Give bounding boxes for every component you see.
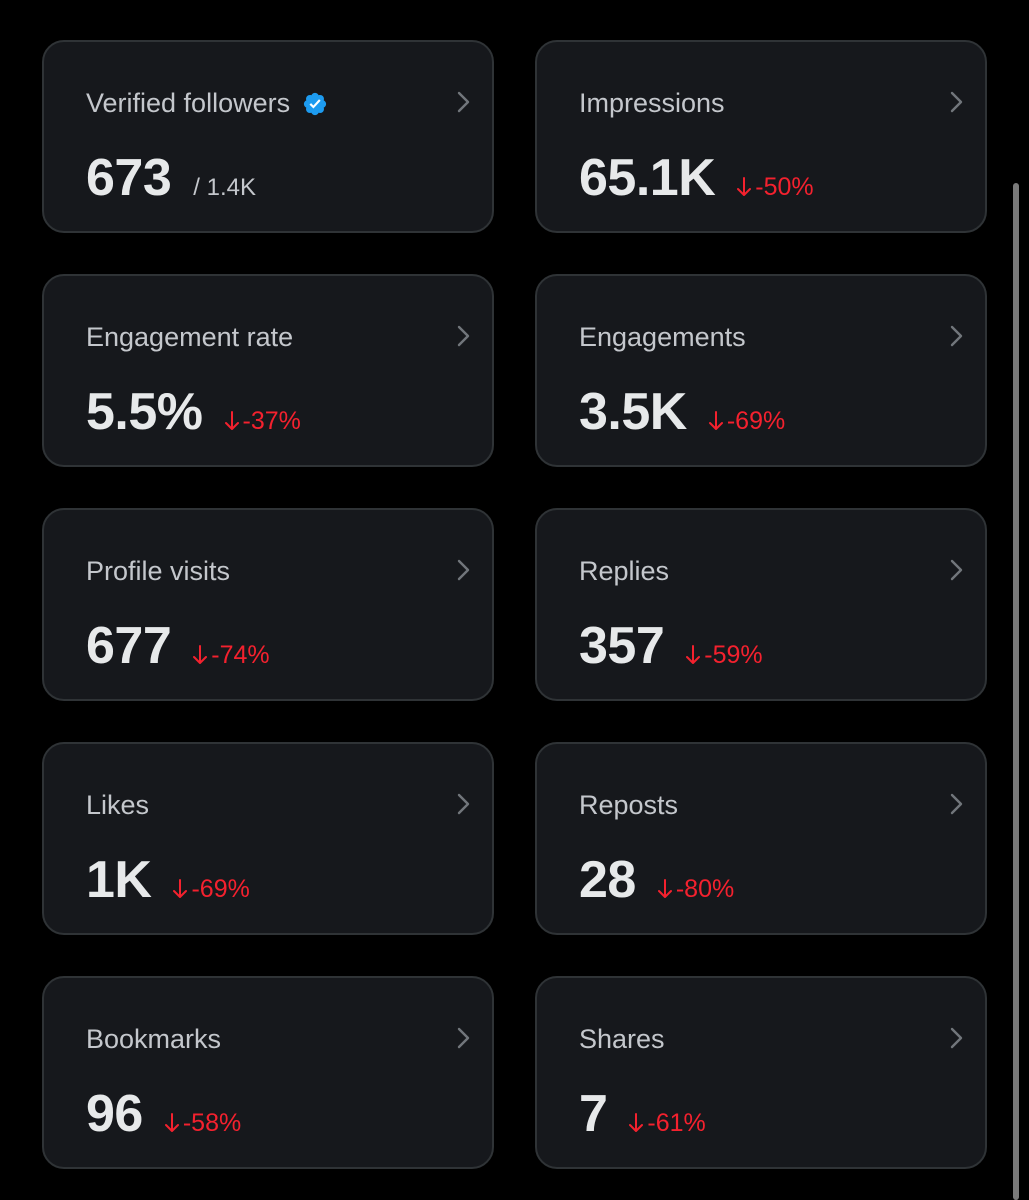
metric-title-row: Verified followers	[86, 88, 328, 119]
metric-title: Shares	[579, 1024, 665, 1054]
metric-title-row: Engagement rate	[86, 322, 293, 353]
metric-card-bookmarks[interactable]: Bookmarks 96 -58%	[42, 976, 494, 1169]
chevron-right-icon	[457, 793, 470, 815]
metric-title: Engagements	[579, 322, 746, 352]
metric-delta-value: -74%	[211, 641, 270, 669]
metric-total: / 1.4K	[193, 174, 256, 201]
metric-title: Engagement rate	[86, 322, 294, 352]
metric-delta: -50%	[737, 173, 814, 202]
metric-title: Reposts	[579, 790, 679, 820]
metric-delta: -58%	[164, 1109, 242, 1138]
metric-card-likes[interactable]: Likes 1K -69%	[42, 742, 494, 935]
chevron-right-icon	[950, 91, 963, 113]
scrollbar[interactable]	[1013, 183, 1019, 1200]
chevron-right-icon	[950, 325, 963, 347]
metric-delta-value: -59%	[704, 641, 763, 669]
metric-title-row: Reposts	[579, 790, 678, 821]
metric-delta: -61%	[629, 1109, 706, 1138]
metric-value-row: 677 -74%	[86, 616, 270, 676]
metric-value: 7	[579, 1085, 608, 1143]
metric-delta: -69%	[708, 407, 786, 436]
metric-delta-value: -50%	[755, 173, 814, 201]
metric-delta-value: -58%	[182, 1109, 242, 1137]
metric-delta: -59%	[686, 641, 763, 670]
metric-title-row: Replies	[579, 556, 669, 587]
metric-title: Likes	[86, 790, 150, 820]
metric-value-row: 1K -69%	[86, 850, 250, 910]
arrow-down-icon	[708, 411, 723, 430]
metric-title-row: Bookmarks	[86, 1024, 221, 1055]
metric-value: 1K	[86, 851, 152, 909]
arrow-down-icon	[657, 879, 672, 898]
metric-title-row: Engagements	[579, 322, 746, 353]
metric-title: Profile visits	[86, 556, 231, 586]
metric-delta-value: -69%	[726, 407, 786, 435]
metric-delta: -69%	[173, 875, 250, 904]
chevron-right-icon	[457, 91, 470, 113]
metric-card-verified-followers[interactable]: Verified followers 673 / 1.4K	[42, 40, 494, 233]
metric-delta: -80%	[657, 875, 735, 904]
metric-delta: -37%	[224, 407, 301, 436]
metric-delta-value: -37%	[242, 407, 301, 435]
metric-title-row: Impressions	[579, 88, 725, 119]
metric-title-row: Profile visits	[86, 556, 230, 587]
metric-card-profile-visits[interactable]: Profile visits 677 -74%	[42, 508, 494, 701]
metric-delta-value: -80%	[675, 875, 735, 903]
metric-title: Impressions	[579, 88, 725, 118]
metric-value: 28	[579, 851, 636, 909]
arrow-down-icon	[224, 411, 239, 430]
metric-value-row: 673 / 1.4K	[86, 148, 256, 208]
metric-card-shares[interactable]: Shares 7 -61%	[535, 976, 987, 1169]
metric-value: 65.1K	[579, 149, 716, 207]
chevron-right-icon	[950, 559, 963, 581]
arrow-down-icon	[193, 645, 208, 664]
metric-value: 5.5%	[86, 383, 203, 441]
metric-value-row: 96 -58%	[86, 1084, 241, 1144]
arrow-down-icon	[686, 645, 701, 664]
metric-value: 357	[579, 617, 665, 675]
metric-delta-value: -61%	[647, 1109, 706, 1137]
arrow-down-icon	[737, 177, 752, 196]
metric-card-engagement-rate[interactable]: Engagement rate 5.5% -37%	[42, 274, 494, 467]
chevron-right-icon	[457, 559, 470, 581]
verified-badge-icon	[302, 91, 328, 117]
chevron-right-icon	[950, 793, 963, 815]
chevron-right-icon	[457, 325, 470, 347]
metric-title: Replies	[579, 556, 670, 586]
metric-delta: -74%	[193, 641, 270, 670]
arrow-down-icon	[629, 1113, 644, 1132]
metric-card-engagements[interactable]: Engagements 3.5K -69%	[535, 274, 987, 467]
metric-value: 3.5K	[579, 383, 687, 441]
metric-value-row: 3.5K -69%	[579, 382, 785, 442]
metric-card-impressions[interactable]: Impressions 65.1K -50%	[535, 40, 987, 233]
metric-value-row: 28 -80%	[579, 850, 734, 910]
metric-title: Verified followers	[86, 88, 291, 118]
metric-value-row: 7 -61%	[579, 1084, 706, 1144]
arrow-down-icon	[173, 879, 188, 898]
arrow-down-icon	[164, 1113, 179, 1132]
chevron-right-icon	[457, 1027, 470, 1049]
metric-value: 677	[86, 617, 172, 675]
metric-value: 96	[86, 1085, 143, 1143]
metric-value: 673	[86, 149, 172, 207]
metric-title: Bookmarks	[86, 1024, 222, 1054]
metric-title-row: Shares	[579, 1024, 665, 1055]
metric-value-row: 5.5% -37%	[86, 382, 301, 442]
chevron-right-icon	[950, 1027, 963, 1049]
metric-card-replies[interactable]: Replies 357 -59%	[535, 508, 987, 701]
metric-title-row: Likes	[86, 790, 149, 821]
metric-value-row: 357 -59%	[579, 616, 763, 676]
metric-card-reposts[interactable]: Reposts 28 -80%	[535, 742, 987, 935]
metrics-grid: Verified followers 673 / 1.4K Impression…	[42, 40, 987, 1169]
metric-value-row: 65.1K -50%	[579, 148, 814, 208]
metric-delta-value: -69%	[191, 875, 250, 903]
